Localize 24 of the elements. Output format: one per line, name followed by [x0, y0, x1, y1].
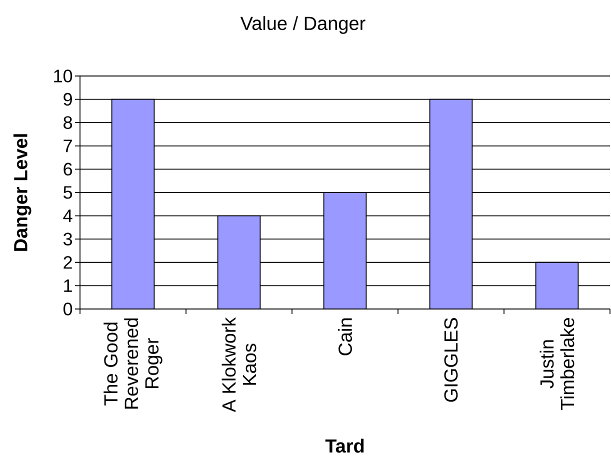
- x-axis-title: Tard: [325, 438, 364, 453]
- y-tick-label: 4: [63, 210, 72, 222]
- bar: [217, 215, 261, 309]
- y-tick-label: 10: [54, 70, 72, 82]
- bar: [429, 98, 473, 309]
- y-tick-label: 8: [64, 116, 72, 129]
- x-tick-label: Justin Timberlake: [540, 318, 574, 410]
- x-tick-label: A Klokwork Kaos: [222, 317, 256, 412]
- chart-title: Value / Danger: [240, 16, 366, 34]
- y-axis-title: Danger Level: [13, 134, 32, 251]
- x-tick-label: The Good Reverened Roger: [104, 318, 162, 409]
- y-tick-label: 9: [64, 92, 72, 106]
- bar: [111, 98, 155, 309]
- x-tick-label: Cain: [338, 318, 352, 356]
- y-tick-label: 1: [64, 279, 72, 292]
- y-tick-label: 7: [64, 140, 72, 152]
- y-tick-label: 5: [64, 186, 72, 199]
- x-tick-label: GIGGLES: [444, 318, 458, 402]
- y-tick-label: 2: [64, 256, 72, 269]
- y-tick-label: 3: [63, 232, 72, 246]
- y-tick-label: 6: [64, 162, 72, 176]
- y-tick-label: 0: [64, 302, 72, 316]
- bar: [535, 262, 579, 309]
- bar: [323, 192, 367, 309]
